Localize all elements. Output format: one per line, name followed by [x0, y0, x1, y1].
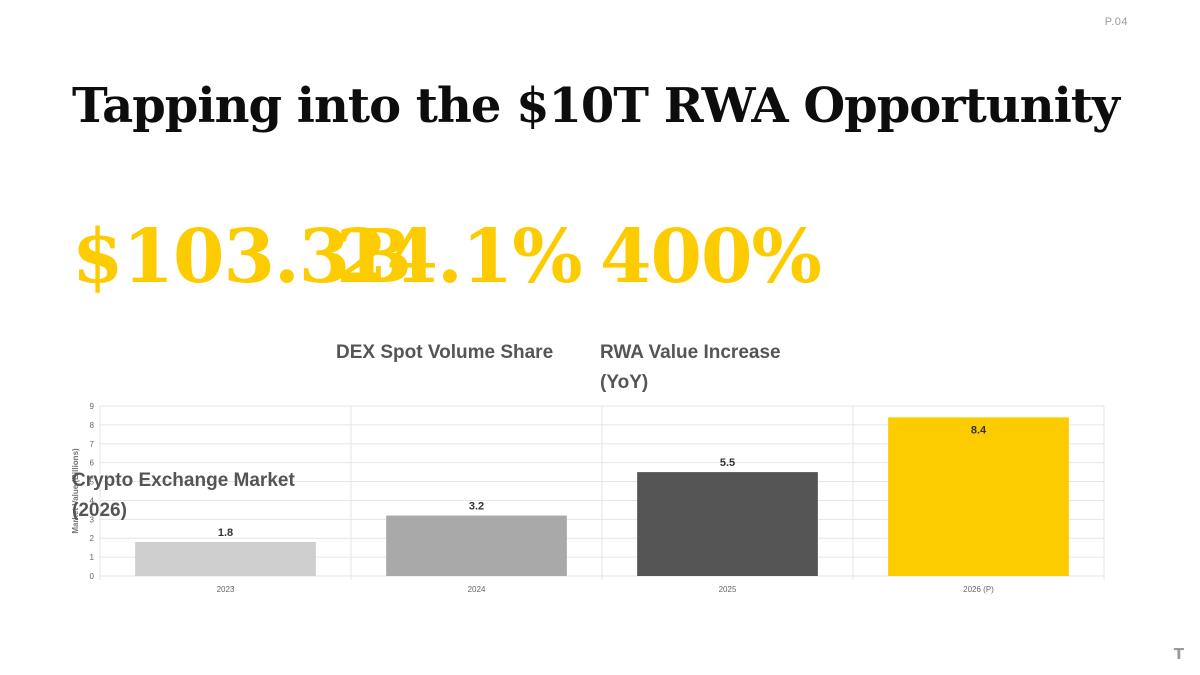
chart-bars — [135, 417, 1069, 576]
y-tick-label: 6 — [90, 459, 95, 468]
bar-2026-p- — [888, 417, 1069, 576]
x-tick-label: 2025 — [719, 585, 737, 594]
y-tick-label: 1 — [90, 553, 95, 562]
y-tick-label: 9 — [90, 402, 95, 411]
stat-market-size-label: Crypto Exchange Market (2026) — [72, 470, 295, 521]
y-tick-label: 7 — [90, 440, 95, 449]
x-tick-label: 2026 (P) — [963, 585, 994, 594]
y-tick-label: 5 — [90, 478, 95, 487]
page-title: Tapping into the $10T RWA Opportunity — [72, 78, 1120, 134]
bar-2023 — [135, 542, 316, 576]
data-label: 3.2 — [469, 501, 484, 513]
y-axis-title: Market Value (Billions) — [71, 448, 80, 534]
stat-rwa-increase-value: 400% — [600, 214, 822, 300]
y-tick-label: 2 — [90, 534, 95, 543]
x-tick-label: 2024 — [468, 585, 486, 594]
stat-market-size-value: $103.3B — [72, 214, 412, 300]
chart-labels: 0 1 2 3 4 5 6 7 8 9 Market Value (Billions) 1.8 2023… — [71, 402, 994, 594]
page-number: P.04 — [1104, 16, 1128, 28]
y-tick-label: 3 — [90, 515, 95, 524]
stat-dex-share-value: 24.1% — [336, 214, 583, 300]
y-tick-label: 8 — [90, 421, 95, 430]
stat-dex-share-label: DEX Spot Volume Share — [336, 342, 554, 363]
bar-2024 — [386, 515, 567, 576]
data-label: 5.5 — [720, 457, 735, 469]
data-label: 8.4 — [971, 424, 987, 436]
data-label: 1.8 — [218, 527, 233, 539]
stat-rwa-increase-label: RWA Value Increase (YoY) — [600, 342, 781, 393]
bar-2025 — [637, 472, 818, 576]
y-tick-label: 0 — [90, 572, 95, 581]
y-tick-label: 4 — [90, 496, 95, 505]
x-tick-label: 2023 — [217, 585, 235, 594]
chart-grid — [99, 405, 1105, 580]
brand-logo-icon: T — [1173, 645, 1184, 663]
bar-chart: 0 1 2 3 4 5 6 7 8 9 Market Value (Billions) 1.8 2023… — [71, 402, 1105, 594]
